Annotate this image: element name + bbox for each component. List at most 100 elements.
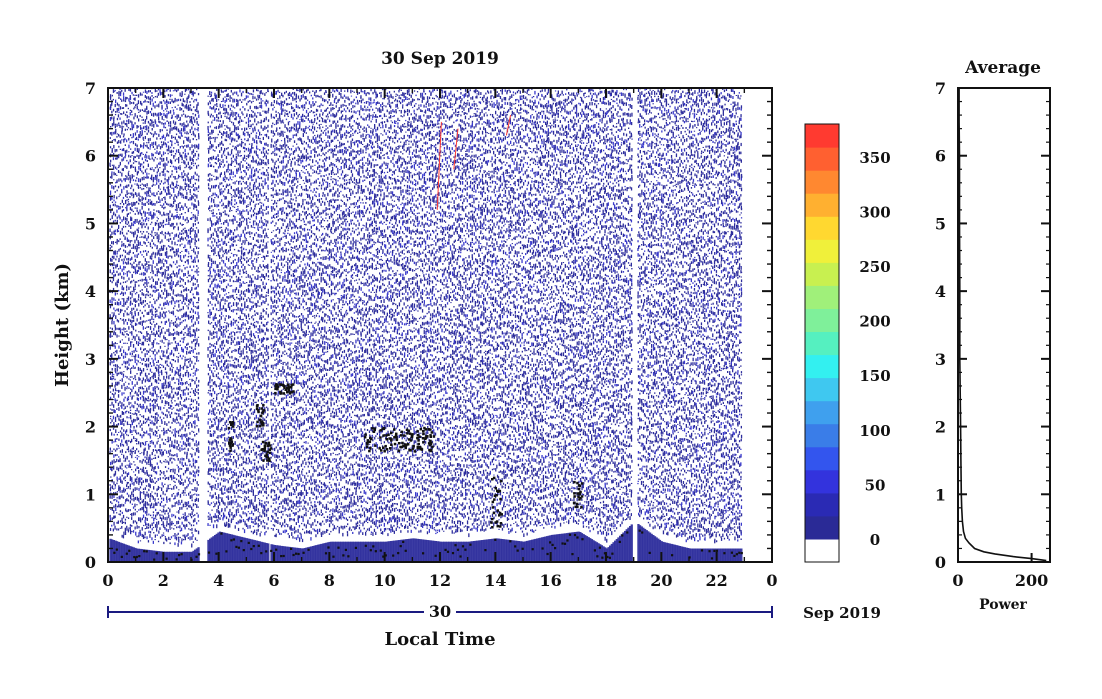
speckle-cell <box>226 205 227 209</box>
speckle-cell <box>212 453 213 456</box>
speckle-cell <box>230 257 231 258</box>
speckle-cell <box>185 261 186 263</box>
speckle-cell <box>211 281 212 284</box>
speckle-cell <box>109 229 110 233</box>
speckle-cell <box>226 169 227 172</box>
speckle-cell <box>110 191 111 195</box>
speckle-cell <box>195 163 196 165</box>
speckle-cell <box>122 287 123 290</box>
speckle-cell <box>214 448 215 450</box>
speckle-cell <box>224 90 225 92</box>
speckle-cell <box>151 153 152 157</box>
speckle-cell <box>221 276 222 278</box>
speckle-cell <box>146 288 147 292</box>
speckle-cell <box>123 444 124 446</box>
speckle-cell <box>158 268 159 272</box>
speckle-cell <box>138 134 139 138</box>
speckle-cell <box>151 284 152 288</box>
speckle-cell <box>173 329 174 331</box>
speckle-cell <box>115 173 116 175</box>
speckle-cell <box>147 101 148 102</box>
speckle-cell <box>171 422 172 424</box>
speckle-cell <box>226 438 227 442</box>
speckle-cell <box>168 461 169 464</box>
speckle-cell <box>188 280 189 283</box>
speckle-cell <box>191 413 192 417</box>
speckle-cell <box>140 357 141 358</box>
speckle-cell <box>145 506 146 509</box>
speckle-cell <box>208 446 209 450</box>
speckle-cell <box>150 408 151 411</box>
speckle-cell <box>210 218 211 222</box>
speckle-cell <box>138 541 139 544</box>
speckle-cell <box>169 488 170 489</box>
speckle-cell <box>159 514 160 516</box>
speckle-cell <box>112 272 113 274</box>
speckle-cell <box>188 528 189 529</box>
speckle-cell <box>116 390 117 391</box>
speckle-cell <box>166 129 167 131</box>
speckle-cell <box>228 354 229 357</box>
speckle-cell <box>208 330 209 331</box>
speckle-cell <box>210 323 211 325</box>
speckle-cell <box>181 479 182 481</box>
speckle-cell <box>117 108 118 111</box>
speckle-cell <box>150 441 151 442</box>
speckle-cell <box>153 332 154 335</box>
speckle-cell <box>193 494 194 495</box>
speckle-cell <box>225 318 226 321</box>
speckle-cell <box>128 306 129 307</box>
speckle-cell <box>112 312 113 313</box>
speckle-cell <box>170 204 171 207</box>
speckle-cell <box>158 456 159 458</box>
speckle-cell <box>131 110 132 113</box>
speckle-cell <box>147 369 148 370</box>
speckle-cell <box>120 113 121 115</box>
speckle-cell <box>117 491 118 492</box>
speckle-cell <box>130 495 131 497</box>
speckle-cell <box>189 346 190 348</box>
speckle-cell <box>213 524 214 528</box>
speckle-cell <box>141 452 142 453</box>
speckle-cell <box>166 350 167 353</box>
speckle-cell <box>173 120 174 123</box>
speckle-cell <box>136 161 137 162</box>
speckle-cell <box>157 145 158 149</box>
speckle-cell <box>118 423 119 425</box>
speckle-cell <box>112 148 113 152</box>
speckle-cell <box>163 197 164 198</box>
speckle-cell <box>133 365 134 367</box>
speckle-cell <box>181 417 182 420</box>
speckle-cell <box>214 431 215 434</box>
speckle-cell <box>211 130 212 133</box>
speckle-cell <box>156 452 157 453</box>
speckle-cell <box>157 512 158 516</box>
speckle-cell <box>111 117 112 120</box>
speckle-cell <box>153 360 154 364</box>
speckle-cell <box>216 95 217 99</box>
speckle-cell <box>211 133 212 135</box>
speckle-cell <box>188 89 189 90</box>
speckle-cell <box>170 375 171 377</box>
speckle-cell <box>150 144 151 148</box>
speckle-cell <box>221 124 222 128</box>
speckle-cell <box>163 509 164 513</box>
speckle-cell <box>151 475 152 477</box>
speckle-cell <box>110 405 111 406</box>
speckle-cell <box>195 479 196 481</box>
speckle-cell <box>195 261 196 263</box>
speckle-cell <box>225 220 226 223</box>
speckle-cell <box>231 394 232 396</box>
speckle-cell <box>155 157 156 158</box>
speckle-cell <box>174 155 175 156</box>
speckle-cell <box>116 205 117 208</box>
speckle-cell <box>158 292 159 295</box>
speckle-cell <box>123 126 124 127</box>
speckle-cell <box>193 302 194 306</box>
clear-air-speckle <box>109 88 742 548</box>
speckle-cell <box>165 108 166 110</box>
speckle-cell <box>153 458 154 459</box>
speckle-cell <box>153 286 154 288</box>
speckle-cell <box>191 431 192 432</box>
